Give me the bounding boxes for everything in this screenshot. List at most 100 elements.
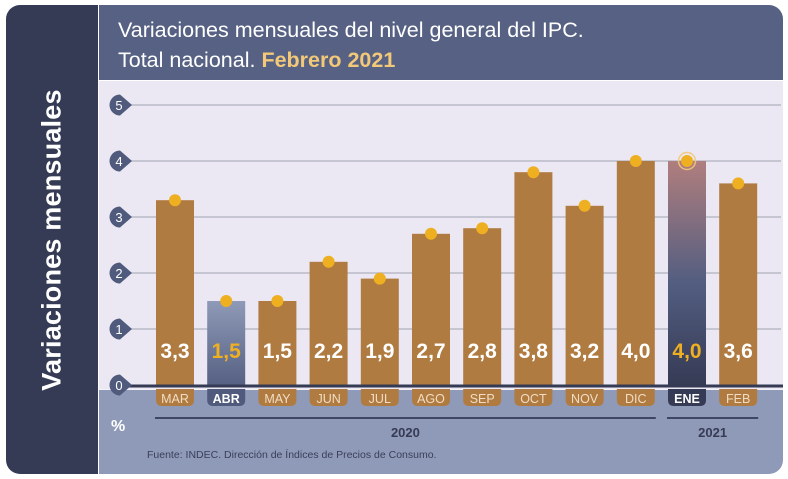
x-tick-label: MAY xyxy=(264,392,291,406)
x-tick-label: MAR xyxy=(161,392,189,406)
value-label: 2,7 xyxy=(416,340,445,363)
bar xyxy=(668,161,706,385)
baseline xyxy=(99,384,783,390)
x-tick-label: DIC xyxy=(625,392,647,406)
bar xyxy=(565,205,604,385)
y-tick-badge-shape xyxy=(109,262,132,284)
bar xyxy=(156,200,194,385)
value-label: 1,5 xyxy=(212,340,242,363)
data-point xyxy=(681,155,693,167)
x-tick-ago: AGO xyxy=(412,389,450,406)
unit-label: % xyxy=(111,418,126,435)
source-note: Fuente: INDEC. Dirección de Índices de P… xyxy=(147,449,437,461)
x-tick-label: AGO xyxy=(417,392,445,406)
y-tick-badge-shape xyxy=(109,318,132,340)
bar-group-jul: 1,9 xyxy=(360,272,399,385)
y-axis: 0 1 2 3 4 5 xyxy=(109,94,132,396)
chart-title-prefix: Total nacional. xyxy=(118,48,262,72)
chart-header: Variaciones mensuales del nivel general … xyxy=(99,5,783,80)
x-tick-nov: NOV xyxy=(565,389,604,406)
bar xyxy=(360,278,399,385)
y-tick-badge-shape xyxy=(109,150,132,172)
value-label: 3,3 xyxy=(160,340,189,363)
x-tick-jun: JUN xyxy=(309,389,348,406)
y-tick-label: 5 xyxy=(115,98,122,113)
y-tick-badge-shape xyxy=(109,206,132,228)
x-tick-tag xyxy=(207,389,246,406)
data-point xyxy=(322,255,335,268)
x-tick-label: SEP xyxy=(470,392,495,406)
x-tick-tag xyxy=(616,389,655,406)
x-tick-label: ABR xyxy=(213,392,240,406)
year-group-2021: 2021 xyxy=(667,417,759,440)
x-tick-mar: MAR xyxy=(156,389,194,406)
x-tick-tag xyxy=(514,389,553,406)
sidebar: Variaciones mensuales xyxy=(6,5,98,474)
bar-group-ago: 2,7 xyxy=(412,227,450,385)
x-tick-may: MAY xyxy=(258,389,297,406)
x-tick-tag xyxy=(258,389,297,406)
data-point xyxy=(527,166,540,179)
y-tick-label: 4 xyxy=(115,154,122,169)
x-tick-label: FEB xyxy=(726,392,750,406)
data-point xyxy=(476,222,489,235)
value-label: 1,5 xyxy=(263,340,293,363)
x-axis: MAR ABR MAY JUN JUL AGO SEP OCT NOV DIC ENE FEB 2020… xyxy=(155,389,759,440)
bar-group-feb: 3,6 xyxy=(719,177,758,385)
y-tick-label: 0 xyxy=(115,378,122,393)
x-tick-feb: FEB xyxy=(719,389,758,406)
bar-group-ene: 4,0 xyxy=(668,151,706,385)
chart-title-line2: Total nacional. Febrero 2021 xyxy=(118,48,395,73)
bar xyxy=(719,183,758,385)
y-tick-badge: 2 xyxy=(109,262,132,284)
y-tick-badge: 1 xyxy=(109,318,132,340)
y-tick-badge: 4 xyxy=(109,150,132,172)
data-point xyxy=(373,272,386,285)
y-tick-badge-shape xyxy=(109,94,132,116)
bar-group-nov: 3,2 xyxy=(565,199,604,385)
data-point xyxy=(425,227,437,240)
year-group-2020: 2020 xyxy=(155,417,656,440)
x-tick-tag xyxy=(668,389,706,406)
data-point xyxy=(220,295,233,307)
x-tick-tag xyxy=(360,389,399,406)
y-tick-badge: 3 xyxy=(109,206,132,228)
value-label: 3,6 xyxy=(724,340,753,363)
bar-group-sep: 2,8 xyxy=(463,222,502,385)
x-tick-label: JUN xyxy=(316,392,340,406)
bar xyxy=(514,172,553,385)
y-tick-badge-shape xyxy=(109,374,132,396)
value-label: 1,9 xyxy=(365,340,394,363)
x-tick-tag xyxy=(309,389,348,406)
bar xyxy=(616,161,655,385)
data-point xyxy=(732,177,745,190)
chart-title-line1: Variaciones mensuales del nivel general … xyxy=(118,18,584,42)
year-label: 2021 xyxy=(698,425,727,440)
y-tick-label: 3 xyxy=(115,210,122,225)
value-label: 2,2 xyxy=(314,340,343,363)
x-tick-label: NOV xyxy=(571,392,599,406)
y-tick-badge: 0 xyxy=(109,374,132,396)
bars: 3,3 1,5 1,5 2,2 1,9 2,7 2,8 3,8 3,2 4,0 4,0 3,6 xyxy=(156,151,758,385)
x-tick-tag xyxy=(565,389,604,406)
bar xyxy=(309,261,348,385)
x-tick-abr: ABR xyxy=(207,389,246,406)
year-label: 2020 xyxy=(391,425,420,440)
x-tick-tag xyxy=(156,389,194,406)
chart-title-date: Febrero 2021 xyxy=(261,48,396,72)
x-tick-ene: ENE xyxy=(668,389,706,406)
y-tick-label: 2 xyxy=(115,266,122,281)
bar-group-dic: 4,0 xyxy=(616,155,655,385)
x-tick-tag xyxy=(719,389,758,406)
value-label: 3,8 xyxy=(519,340,549,363)
x-tick-jul: JUL xyxy=(360,389,399,406)
data-point xyxy=(169,194,181,207)
bar xyxy=(463,228,502,385)
x-tick-sep: SEP xyxy=(463,389,502,406)
bar-group-oct: 3,8 xyxy=(514,166,553,385)
bar-group-abr: 1,5 xyxy=(207,295,246,385)
bar xyxy=(258,301,297,385)
x-tick-label: ENE xyxy=(674,392,700,406)
x-tick-dic: DIC xyxy=(616,389,655,406)
